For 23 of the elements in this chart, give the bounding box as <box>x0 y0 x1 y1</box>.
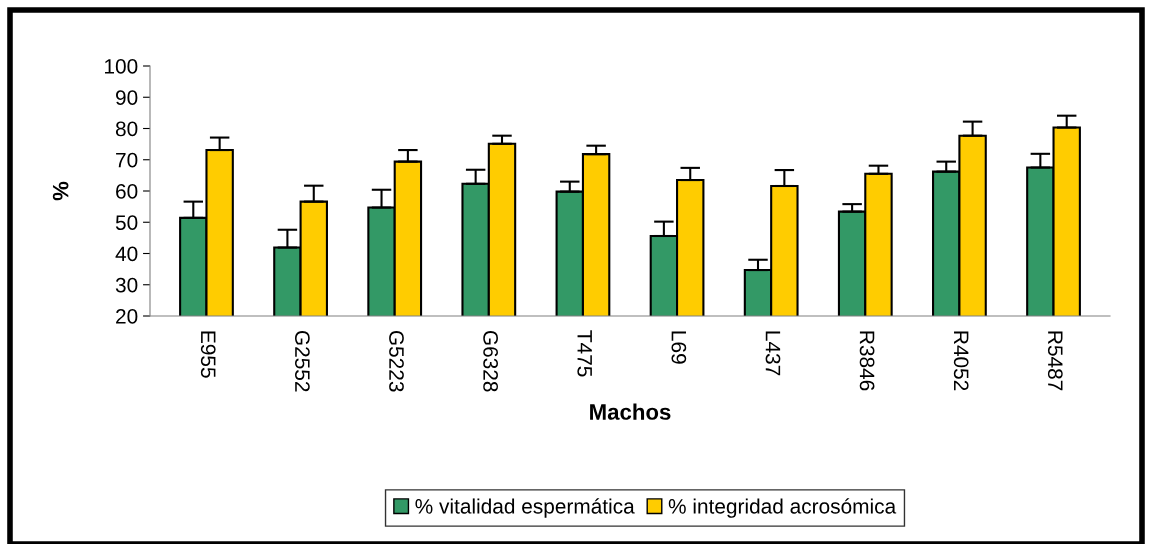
x-tick-label: G6328 <box>483 330 498 392</box>
x-axis-title: Machos <box>590 403 671 420</box>
x-tick-label: E955 <box>200 331 216 378</box>
y-tick-label: 40 <box>115 246 138 262</box>
y-tick-label: 20 <box>116 309 138 324</box>
y-tick-label: 50 <box>115 215 138 230</box>
y-axis-title: % <box>52 181 69 201</box>
legend-label: % integridad acrosómica <box>668 498 897 518</box>
y-tick-label: 80 <box>115 121 138 137</box>
x-tick-label: G2552 <box>295 330 310 392</box>
y-tick-label: 100 <box>105 59 138 74</box>
x-tick-label: G5223 <box>389 330 404 392</box>
x-tick-label: R5487 <box>1047 331 1063 391</box>
y-tick-label: 60 <box>116 184 138 199</box>
y-tick-label: 70 <box>116 152 138 168</box>
x-tick-label: L437 <box>765 331 781 376</box>
legend-label: % vitalidad espermática <box>415 498 635 518</box>
x-tick-label: R4052 <box>953 331 969 391</box>
x-tick-label: R3846 <box>859 331 875 391</box>
x-tick-label: T475 <box>577 330 592 377</box>
y-tick-label: 90 <box>116 90 138 105</box>
y-tick-label: 30 <box>115 277 138 293</box>
x-tick-label: L69 <box>671 331 687 364</box>
